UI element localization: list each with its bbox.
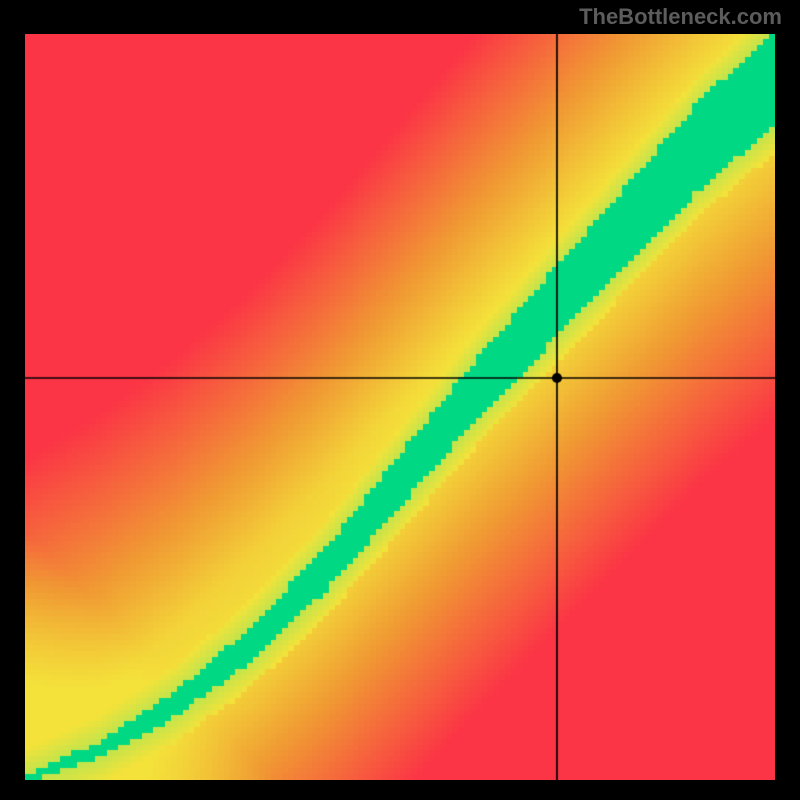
chart-container: TheBottleneck.com [0, 0, 800, 800]
watermark-label: TheBottleneck.com [579, 4, 782, 30]
bottleneck-heatmap [25, 34, 775, 780]
